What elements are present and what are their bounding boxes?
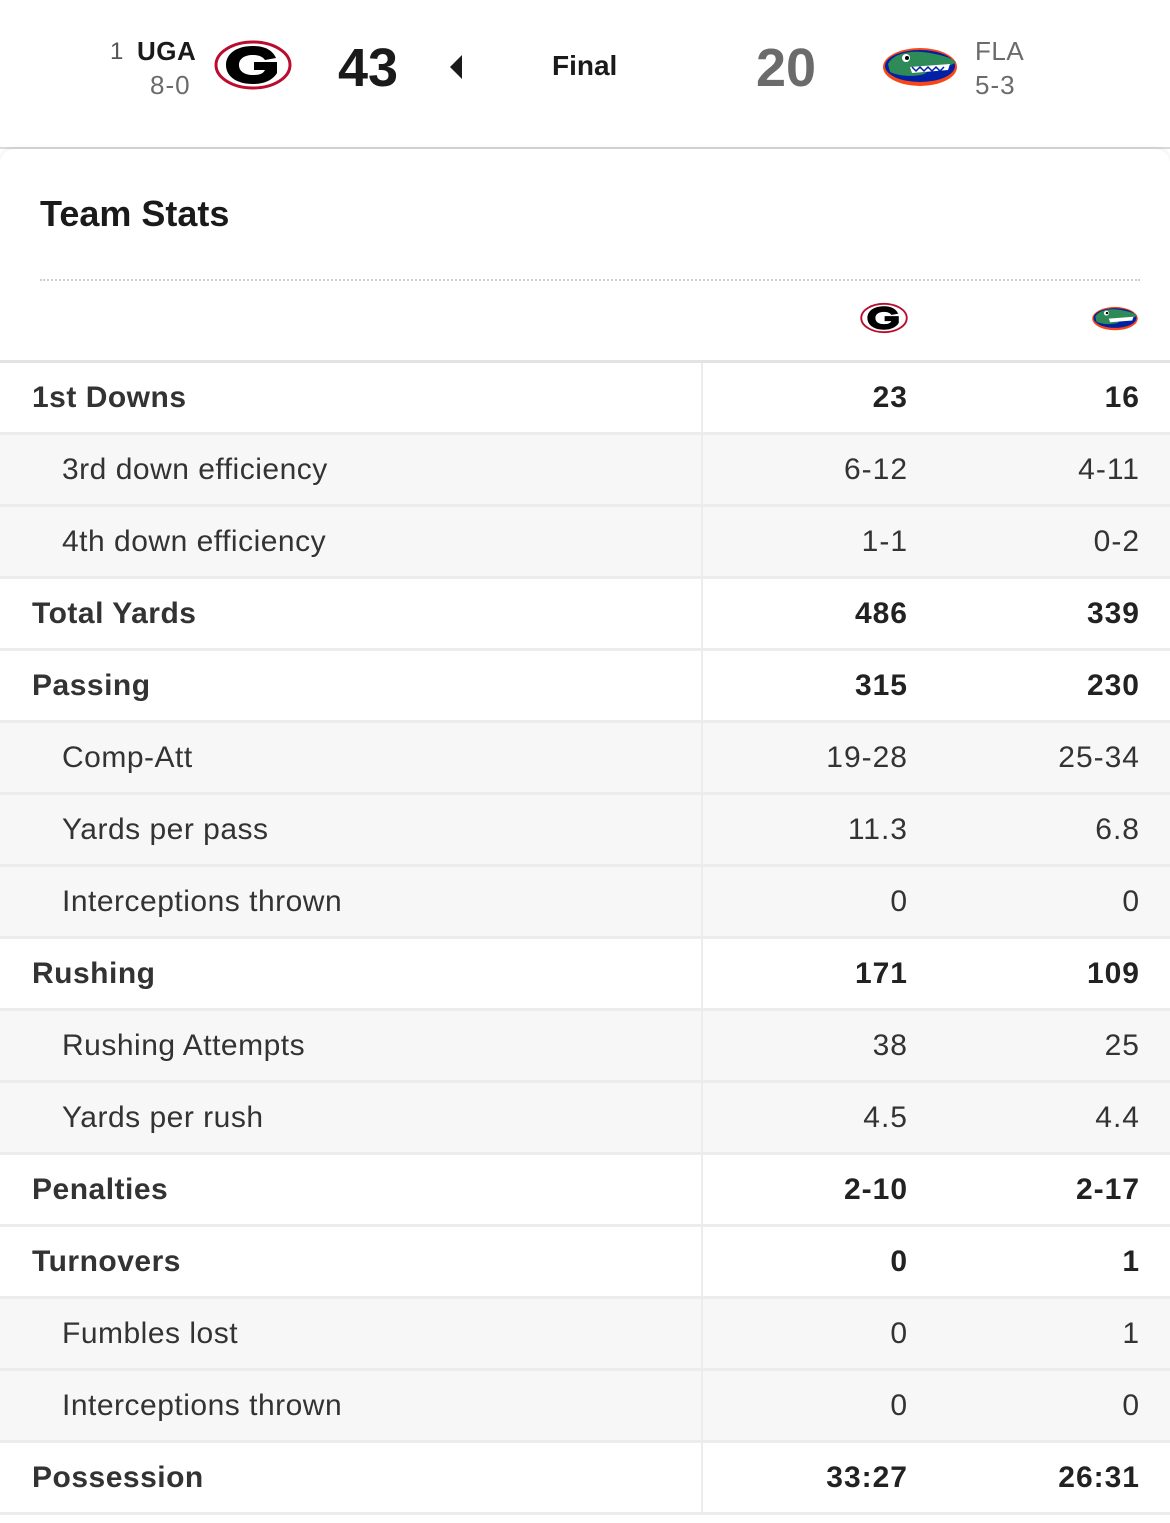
column-divider [701, 651, 703, 720]
column-divider [701, 1299, 703, 1368]
column-divider [701, 579, 703, 648]
stat-label: Passing [32, 669, 151, 702]
stat-row: Passing 315 230 [0, 651, 1170, 723]
home-stat-value: 19-28 [826, 741, 908, 774]
column-divider [701, 1011, 703, 1080]
scoreboard-header: 1 UGA 8-0 43 Final 20 FLA 5-3 [0, 0, 1170, 149]
table-header-rule [0, 360, 1170, 363]
away-stat-value: 4-11 [1078, 453, 1140, 486]
column-divider [701, 1083, 703, 1152]
home-stat-value: 315 [854, 669, 908, 702]
stat-label: Penalties [32, 1173, 169, 1206]
stat-label: 4th down efficiency [62, 525, 327, 558]
away-stat-value: 25 [1104, 1029, 1140, 1062]
stat-label: Interceptions thrown [62, 1389, 343, 1422]
home-team-abbr[interactable]: UGA [137, 36, 197, 66]
away-team-abbr[interactable]: FLA [975, 36, 1025, 66]
column-divider [701, 1443, 703, 1512]
away-stat-value: 0 [1122, 1389, 1140, 1422]
home-stat-value: 0 [890, 1245, 908, 1278]
stat-row: Penalties 2-10 2-17 [0, 1155, 1170, 1227]
stat-label: Total Yards [32, 597, 197, 630]
stat-row: Total Yards 486 339 [0, 579, 1170, 651]
home-stat-value: 1-1 [861, 525, 908, 558]
away-stat-value: 25-34 [1058, 741, 1140, 774]
home-team-record: 8-0 [150, 70, 191, 100]
away-stat-value: 230 [1086, 669, 1140, 702]
home-team-score: 43 [338, 38, 399, 98]
stat-row: Turnovers 0 1 [0, 1227, 1170, 1299]
florida-gator-logo-icon[interactable] [880, 40, 960, 92]
stat-row: Rushing Attempts 38 25 [0, 1011, 1170, 1083]
stat-label: 3rd down efficiency [62, 453, 328, 486]
stat-label: Interceptions thrown [62, 885, 343, 918]
stat-row: Fumbles lost 0 1 [0, 1299, 1170, 1371]
home-stat-value: 11.3 [847, 813, 908, 846]
away-stat-value: 1 [1122, 1317, 1140, 1350]
florida-column-logo-icon [1090, 302, 1140, 334]
home-stat-value: 171 [854, 957, 908, 990]
home-stat-value: 23 [872, 381, 908, 414]
stat-label: Yards per rush [62, 1101, 264, 1134]
winner-caret-icon [450, 55, 462, 79]
stat-row: 4th down efficiency 1-1 0-2 [0, 507, 1170, 579]
home-stat-value: 33:27 [826, 1461, 908, 1494]
stat-label: Rushing [32, 957, 156, 990]
column-divider [701, 1155, 703, 1224]
away-stat-value: 1 [1122, 1245, 1140, 1278]
column-divider [701, 1371, 703, 1440]
home-team-rank: 1 [110, 38, 124, 65]
stat-row: Comp-Att 19-28 25-34 [0, 723, 1170, 795]
away-stat-value: 0-2 [1093, 525, 1140, 558]
georgia-column-logo-icon [860, 302, 908, 334]
stat-label: Possession [32, 1461, 204, 1494]
home-stat-value: 486 [854, 597, 908, 630]
stats-table: 1st Downs 23 16 3rd down efficiency 6-12 4-11… [0, 363, 1170, 1515]
away-stat-value: 2-17 [1075, 1173, 1140, 1206]
stat-label: 1st Downs [32, 381, 187, 414]
column-divider [701, 507, 703, 576]
away-stat-value: 4.4 [1095, 1101, 1140, 1134]
stat-label: Yards per pass [62, 813, 269, 846]
column-divider [701, 363, 703, 432]
stat-label: Turnovers [32, 1245, 181, 1278]
column-divider [701, 867, 703, 936]
away-team-score: 20 [756, 38, 817, 98]
stat-row: Yards per pass 11.3 6.8 [0, 795, 1170, 867]
stat-row: Possession 33:27 26:31 [0, 1443, 1170, 1515]
away-stat-value: 339 [1086, 597, 1140, 630]
stat-label: Comp-Att [62, 741, 193, 774]
home-stat-value: 6-12 [843, 453, 908, 486]
dotted-divider [40, 279, 1140, 281]
away-stat-value: 6.8 [1095, 813, 1140, 846]
team-stats-card: Team Stats 1st Downs 23 16 3rd down efficie… [0, 149, 1170, 1523]
away-stat-value: 0 [1122, 885, 1140, 918]
column-divider [701, 795, 703, 864]
column-divider [701, 1227, 703, 1296]
georgia-g-logo-icon[interactable] [214, 40, 292, 90]
stat-row: Interceptions thrown 0 0 [0, 1371, 1170, 1443]
away-stat-value: 16 [1104, 381, 1140, 414]
column-divider [701, 435, 703, 504]
stat-row: 1st Downs 23 16 [0, 363, 1170, 435]
game-status: Final [552, 50, 618, 81]
stat-row: Interceptions thrown 0 0 [0, 867, 1170, 939]
home-stat-value: 38 [872, 1029, 908, 1062]
home-stat-value: 0 [890, 885, 908, 918]
home-stat-value: 4.5 [863, 1101, 908, 1134]
home-stat-value: 0 [890, 1389, 908, 1422]
stat-row: Yards per rush 4.5 4.4 [0, 1083, 1170, 1155]
away-stat-value: 26:31 [1058, 1461, 1140, 1494]
stat-row: Rushing 171 109 [0, 939, 1170, 1011]
team-stats-title: Team Stats [40, 193, 230, 234]
away-team-record: 5-3 [975, 70, 1016, 100]
home-stat-value: 0 [890, 1317, 908, 1350]
column-divider [701, 723, 703, 792]
home-stat-value: 2-10 [843, 1173, 908, 1206]
column-divider [701, 939, 703, 1008]
stat-label: Rushing Attempts [62, 1029, 306, 1062]
stat-row: 3rd down efficiency 6-12 4-11 [0, 435, 1170, 507]
away-stat-value: 109 [1086, 957, 1140, 990]
stat-label: Fumbles lost [62, 1317, 239, 1350]
